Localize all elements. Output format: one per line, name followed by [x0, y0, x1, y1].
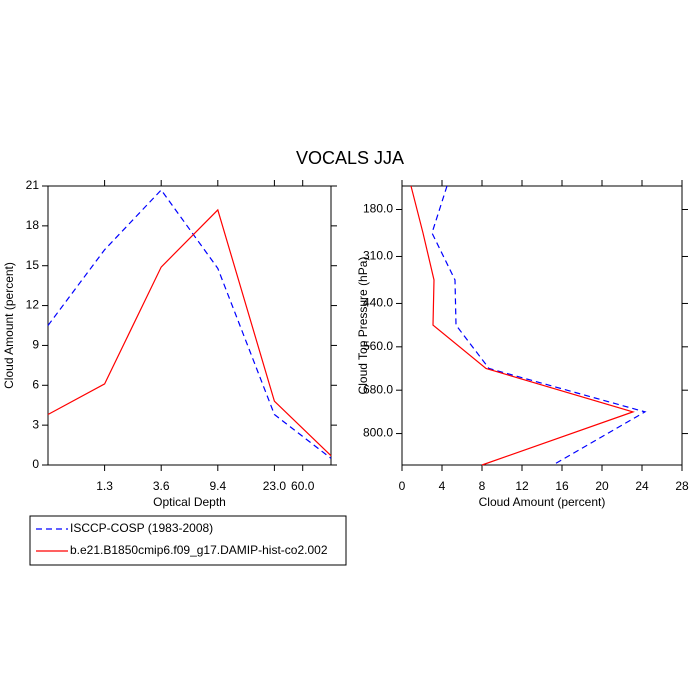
y-axis-label: Cloud Amount (percent)	[2, 262, 16, 389]
x-tick-label: 20	[595, 479, 609, 493]
x-tick-label: 3.6	[153, 479, 170, 493]
x-tick-label: 1.3	[96, 479, 113, 493]
x-tick-label: 23.0	[263, 479, 287, 493]
x-tick-label: 12	[515, 479, 529, 493]
y-tick-label: 6	[32, 377, 39, 391]
y-tick-label: 180.0	[363, 202, 393, 216]
y-tick-label: 12	[26, 298, 40, 312]
chart-title: VOCALS JJA	[296, 148, 404, 168]
y-tick-label: 440.0	[363, 296, 393, 310]
x-tick-label: 24	[635, 479, 649, 493]
y-tick-label: 3	[32, 417, 39, 431]
x-tick-label: 8	[479, 479, 486, 493]
x-tick-label: 60.0	[291, 479, 315, 493]
y-tick-label: 560.0	[363, 339, 393, 353]
y-tick-label: 0	[32, 457, 39, 471]
y-tick-label: 680.0	[363, 382, 393, 396]
series-line	[410, 185, 635, 466]
series-line	[431, 185, 647, 466]
plot-frame	[401, 185, 683, 466]
y-tick-label: 800.0	[363, 426, 393, 440]
y-tick-label: 21	[26, 178, 40, 192]
y-tick-label: 310.0	[363, 249, 393, 263]
y-axis-label: Cloud Top Pressure (hPa)	[356, 257, 370, 395]
x-tick-label: 16	[555, 479, 569, 493]
x-tick-label: 9.4	[209, 479, 226, 493]
x-tick-label: 0	[399, 479, 406, 493]
legend-box	[29, 515, 347, 566]
y-tick-label: 15	[26, 258, 40, 272]
x-axis-label: Optical Depth	[153, 495, 226, 509]
y-tick-label: 18	[26, 218, 40, 232]
series-line	[47, 189, 332, 459]
x-axis-label: Cloud Amount (percent)	[479, 495, 606, 509]
y-tick-label: 9	[32, 338, 39, 352]
x-tick-label: 4	[439, 479, 446, 493]
x-tick-label: 28	[675, 479, 689, 493]
legend-label: ISCCP-COSP (1983-2008)	[70, 521, 213, 535]
legend-label: b.e21.B1850cmip6.f09_g17.DAMIP-hist-co2.…	[70, 543, 328, 557]
series-line	[47, 208, 332, 457]
